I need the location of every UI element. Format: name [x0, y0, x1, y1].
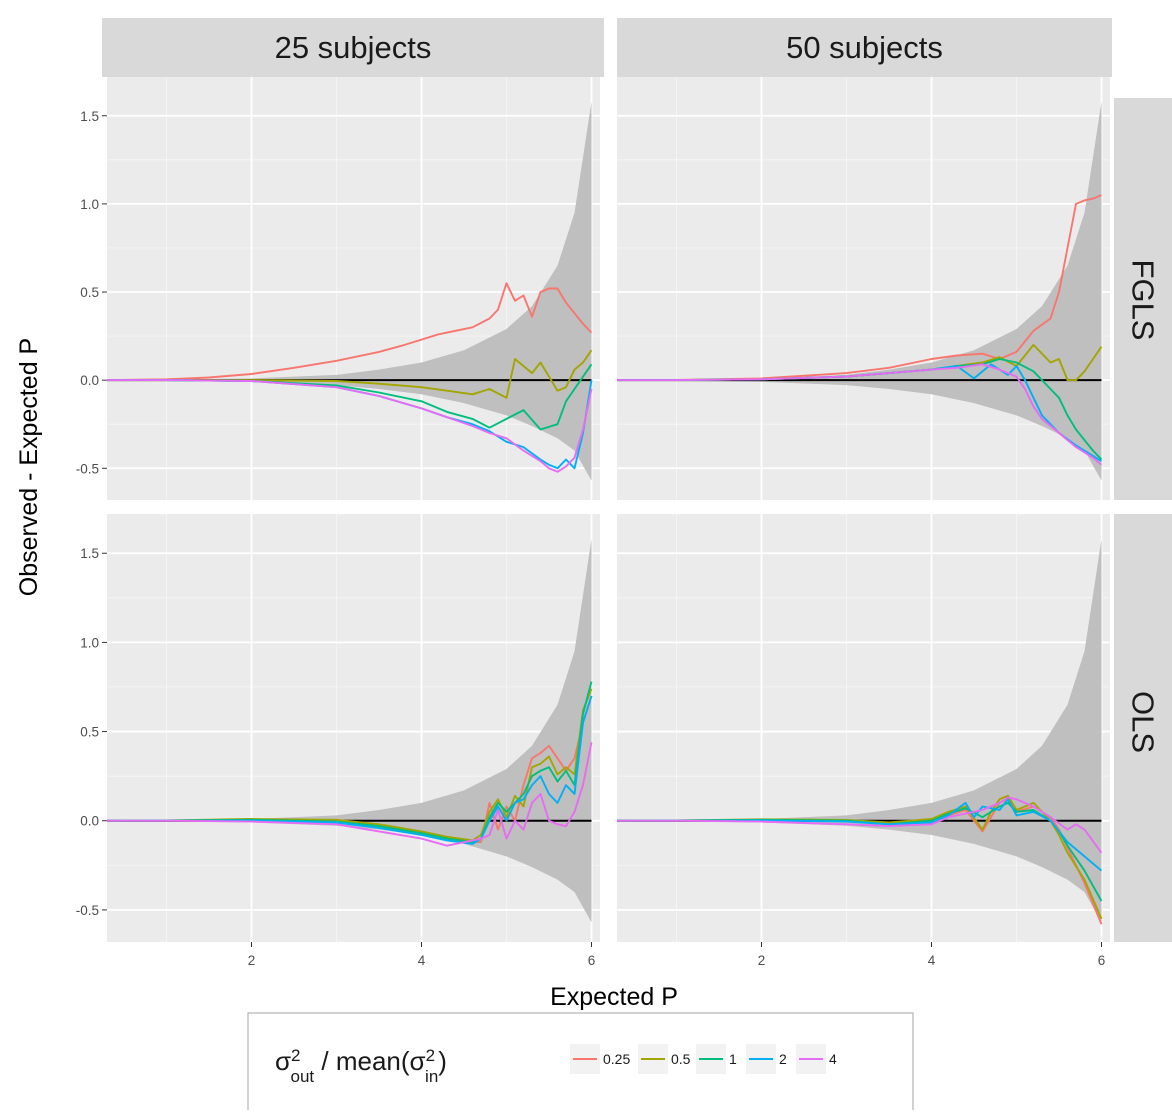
series-line-2: [107, 695, 593, 845]
strip-fgls: [1114, 98, 1172, 500]
series-line-4: [107, 742, 593, 847]
series-line-4: [107, 379, 593, 473]
legend: σ2 out / mean(σ2 in) 0.25 0.5 1 2 4: [247, 1012, 914, 1115]
x-tick-label: 4: [418, 953, 426, 968]
y-tick-label: -0.5: [76, 461, 99, 476]
x-tick-label: 2: [248, 953, 256, 968]
series-line-0-5: [107, 349, 593, 399]
y-tick-label: 0.0: [80, 373, 99, 388]
legend-item-label: 2: [779, 1051, 787, 1067]
legend-title-sigma: σ: [275, 1046, 291, 1076]
strip-50-subjects: [617, 18, 1112, 77]
panels-layer: [107, 77, 1110, 942]
legend-item-label: 0.5: [671, 1051, 691, 1067]
strips-layer: 25 subjects 50 subjects FGLS OLS: [102, 18, 1172, 942]
panel-background: [107, 514, 600, 942]
legend-item-0-25: 0.25: [570, 1044, 630, 1074]
x-tick-label: 6: [1098, 953, 1106, 968]
legend-box: [247, 1012, 914, 1115]
y-tick-label: 0.5: [80, 725, 99, 740]
x-axis-title: Expected P: [550, 983, 678, 1011]
axes-layer: -0.5 0.0 0.5 1.0 1.5 -0.5 0.0 0.5 1.0 1.5 2 4 6 2 4 6: [76, 109, 1106, 968]
legend-item-4: 4: [796, 1044, 837, 1074]
legend-title-sup-in: 2: [426, 1046, 435, 1065]
legend-title-sup-out: 2: [291, 1046, 300, 1065]
y-tick-label: 0.5: [80, 285, 99, 300]
legend-items: 0.25 0.5 1 2 4: [570, 1044, 837, 1074]
strip-ols: [1114, 514, 1172, 942]
panel-25-subjects-ols: [107, 514, 600, 942]
panel-background: [107, 77, 600, 500]
series-line-1: [107, 681, 593, 844]
legend-item-0-5: 0.5: [638, 1044, 691, 1074]
legend-title-sub-in: in: [425, 1067, 438, 1086]
strip-25-subjects: [102, 18, 604, 77]
strip-label-ols: OLS: [1126, 691, 1161, 753]
strip-label-50-subjects: 50 subjects: [786, 30, 943, 65]
x-tick-label: 6: [588, 953, 596, 968]
confidence-band: [107, 101, 592, 481]
y-tick-label: 1.0: [80, 635, 99, 650]
series-line-1: [107, 363, 593, 431]
panel-background: [617, 77, 1110, 500]
y-tick-label: 0.0: [80, 814, 99, 829]
y-tick-label: 1.5: [80, 546, 99, 561]
x-tick-label: 4: [928, 953, 936, 968]
series-line-0-25: [617, 194, 1102, 382]
x-tick-label: 2: [758, 953, 766, 968]
legend-title-close: ): [438, 1046, 447, 1076]
legend-item-2: 2: [746, 1044, 787, 1074]
confidence-band: [107, 539, 592, 923]
strip-label-25-subjects: 25 subjects: [275, 30, 432, 65]
legend-item-label: 4: [829, 1051, 837, 1067]
panel-50-subjects-ols: [617, 514, 1110, 942]
series-line-4: [617, 796, 1103, 854]
y-tick-label: 1.0: [80, 197, 99, 212]
legend-title-middle: / mean(σ: [314, 1046, 425, 1076]
panel-50-subjects-fgls: [617, 77, 1110, 500]
y-tick-label: 1.5: [80, 109, 99, 124]
legend-item-label: 1: [729, 1051, 737, 1067]
legend-title-sub-out: out: [291, 1067, 315, 1086]
panel-25-subjects-fgls: [107, 77, 600, 500]
y-tick-label: -0.5: [76, 903, 99, 918]
legend-item-1: 1: [696, 1044, 737, 1074]
legend-title: σ2 out / mean(σ2 in): [275, 1046, 447, 1087]
strip-label-fgls: FGLS: [1126, 260, 1161, 341]
series-line-4: [617, 363, 1103, 466]
confidence-band: [617, 101, 1102, 481]
series-line-0-25: [107, 282, 593, 382]
legend-item-label: 0.25: [603, 1051, 630, 1067]
y-axis-title: Observed - Expected P: [15, 338, 43, 596]
panel-background: [617, 514, 1110, 942]
